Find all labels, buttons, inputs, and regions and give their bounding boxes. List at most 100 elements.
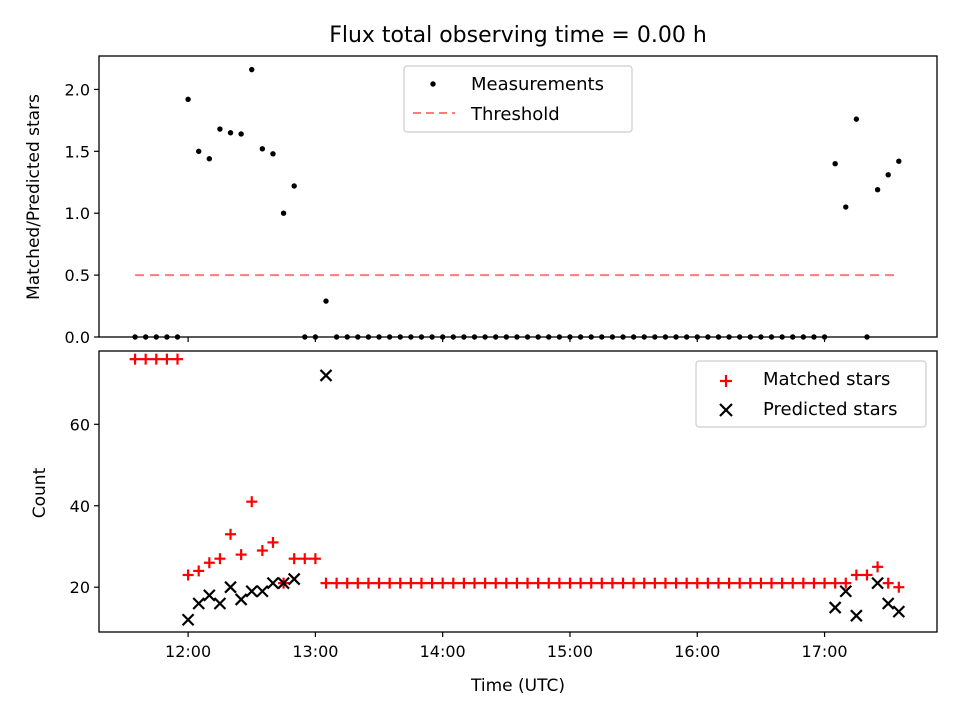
matched-star-point <box>712 577 724 589</box>
bottom-plot-area <box>129 353 906 627</box>
bottom-y-axis-label: Count <box>30 467 50 518</box>
matched-star-point <box>479 577 491 589</box>
matched-star-point <box>840 577 852 589</box>
matched-star-point <box>787 577 799 589</box>
measurement-point <box>249 66 255 73</box>
matched-star-point <box>723 577 735 589</box>
matched-star-point <box>140 353 152 365</box>
bottom-axis-ticks: 20 40 60 12:00 13:00 14:00 15:00 16:00 17:00 <box>70 415 848 661</box>
predicted-star-d2 <box>256 584 269 598</box>
matched-star-point <box>819 577 831 589</box>
matched-star-point <box>893 581 905 593</box>
matched-star-point <box>288 553 300 565</box>
matched-star-point <box>150 353 162 365</box>
matched-star-point <box>522 577 534 589</box>
matched-star-point <box>426 577 438 589</box>
matched-star-point <box>214 553 226 565</box>
legend-matched-marker <box>720 375 732 387</box>
matched-star-point <box>766 577 778 589</box>
x-tick-label: 16:00 <box>674 642 720 661</box>
predicted-star-point <box>224 580 237 594</box>
predicted-star-point <box>256 584 269 598</box>
legend-measurements-marker <box>430 81 436 87</box>
bottom-y-tick-label: 60 <box>70 415 90 434</box>
matched-star-point <box>861 569 873 581</box>
x-tick-label: 13:00 <box>292 642 338 661</box>
matched-star-point <box>553 577 565 589</box>
predicted-star-d2 <box>828 601 842 614</box>
predicted-star-d2 <box>181 613 195 627</box>
bottom-axes-frame <box>98 350 938 633</box>
measurement-point <box>896 158 902 164</box>
x-tick-label: 14:00 <box>420 642 466 661</box>
matched-star-point <box>469 577 481 589</box>
matched-star-point <box>458 577 470 589</box>
matched-star-point <box>755 577 767 589</box>
matched-star-point <box>543 577 555 589</box>
matched-star-point <box>161 353 173 365</box>
measurement-point <box>291 183 297 189</box>
predicted-star-d2 <box>213 597 227 610</box>
predicted-star-point <box>892 605 906 618</box>
predicted-star-d2 <box>203 589 216 602</box>
matched-star-point <box>617 577 629 589</box>
predicted-star-d2 <box>277 576 290 590</box>
matched-star-point <box>649 577 661 589</box>
matched-star-point <box>320 577 332 589</box>
matched-star-point <box>246 496 258 508</box>
matched-star-point <box>352 577 364 589</box>
predicted-star-point <box>839 584 853 598</box>
matched-star-point <box>500 577 512 589</box>
legend-measurements-label: Measurements <box>471 74 604 95</box>
predicted-star-point <box>319 369 333 382</box>
matched-star-point <box>490 577 502 589</box>
bottom-y-tick-label: 20 <box>70 578 90 597</box>
predicted-star-d2 <box>892 605 906 618</box>
predicted-star-d2 <box>192 597 205 610</box>
matched-star-point <box>447 577 459 589</box>
matched-star-point <box>776 577 788 589</box>
measurement-point <box>885 172 891 178</box>
matched-star-point <box>437 577 449 589</box>
matched-star-point <box>405 577 417 589</box>
predicted-star-point <box>181 613 195 627</box>
matched-star-point <box>182 569 194 581</box>
predicted-star-point <box>245 584 259 598</box>
top-axes-frame <box>98 55 938 338</box>
matched-star-point <box>532 577 544 589</box>
legend-predicted-marker <box>719 403 733 417</box>
predicted-star-d2 <box>839 584 853 598</box>
bottom-legend-box <box>695 360 927 428</box>
predicted-star-point <box>881 597 895 610</box>
matched-star-point <box>681 577 693 589</box>
predicted-star-point <box>287 572 301 586</box>
measurement-point <box>238 131 244 137</box>
measurement-point <box>874 186 881 193</box>
matched-star-point <box>670 577 682 589</box>
matched-star-point <box>691 577 703 589</box>
x-tick-label: 17:00 <box>802 642 848 661</box>
matched-star-point <box>235 549 247 561</box>
predicted-star-point <box>266 576 280 590</box>
matched-star-point <box>309 553 321 565</box>
x-axis-label: Time (UTC) <box>470 676 565 696</box>
bottom-y-tick-label: 40 <box>70 497 90 516</box>
matched-star-point <box>596 577 608 589</box>
measurement-point <box>259 146 266 152</box>
measurement-point <box>843 204 849 210</box>
measurement-point <box>270 151 276 157</box>
x-tick-label: 12:00 <box>165 642 211 661</box>
measurement-point <box>853 116 860 122</box>
top-y-tick-label: 0.5 <box>65 266 90 285</box>
measurement-point <box>832 160 838 167</box>
matched-star-point <box>341 577 353 589</box>
predicted-star-d2 <box>881 597 895 610</box>
predicted-star-d2 <box>287 572 301 586</box>
matched-star-point <box>129 353 141 365</box>
measurement-point <box>323 298 329 304</box>
matched-star-point <box>373 577 385 589</box>
predicted-star-d2 <box>850 609 863 622</box>
predicted-star-d2 <box>224 580 237 594</box>
legend-matched-label: Matched stars <box>763 369 890 390</box>
matched-star-point <box>585 577 597 589</box>
